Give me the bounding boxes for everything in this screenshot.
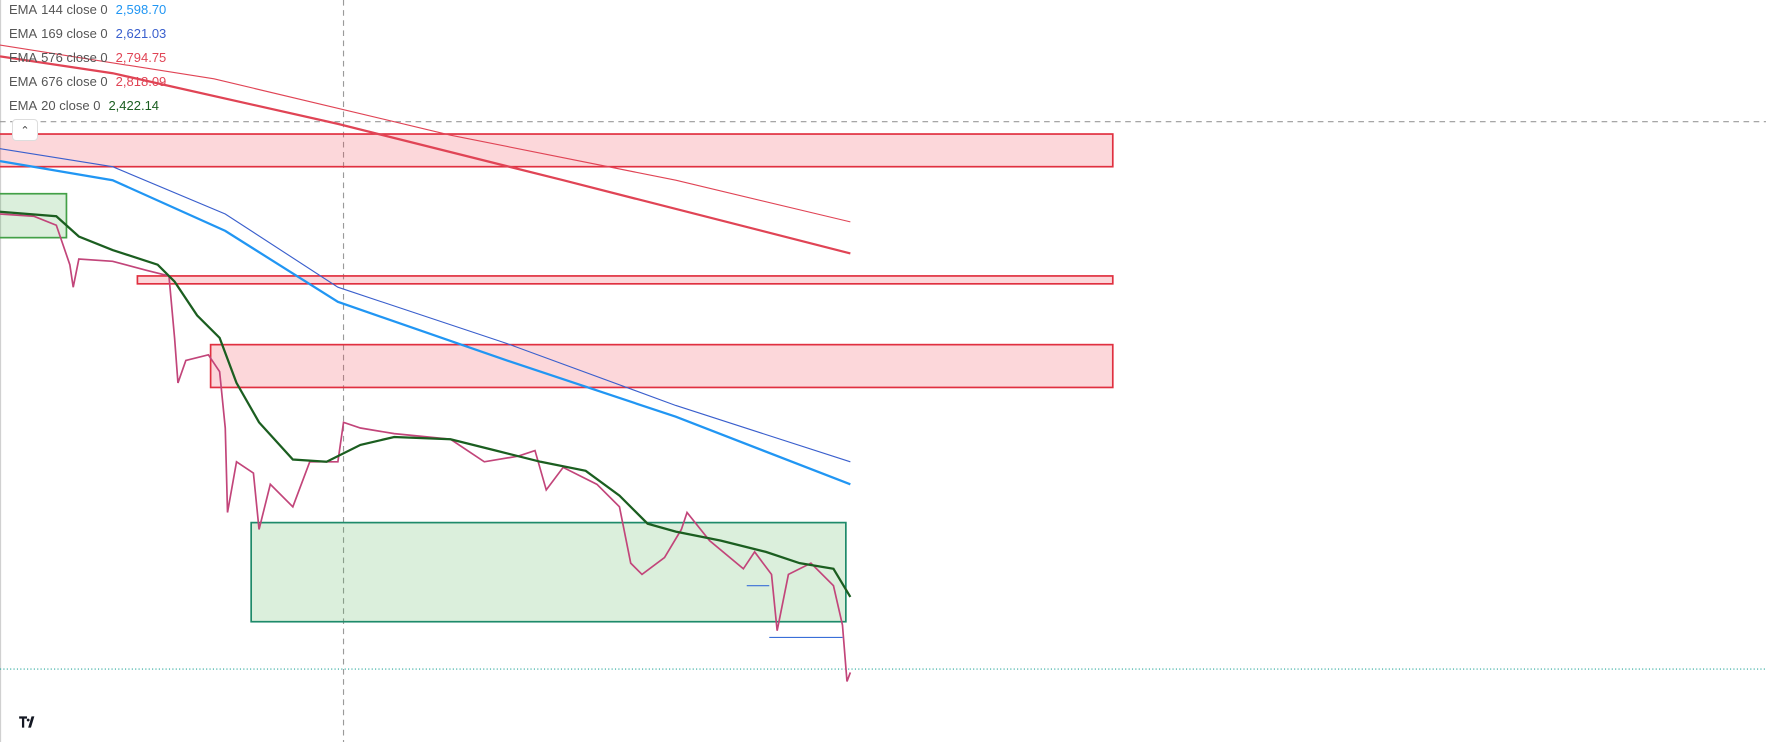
supply-zone (136, 275, 1114, 285)
ema-676-line (0, 44, 851, 223)
indicator-params: 20 close 0 (41, 98, 101, 113)
indicator-name: EMA (9, 26, 38, 41)
indicator-value: 2,598.70 (115, 2, 167, 17)
legend-row: EMA 20 close 0 2,422.14 (9, 96, 170, 120)
price-series (0, 213, 852, 682)
legend-row: EMA 169 close 0 2,621.03 (9, 24, 170, 48)
legend-row: EMA 576 close 0 2,794.75 (9, 48, 170, 72)
indicator-value: 2,621.03 (115, 26, 167, 41)
indicator-name: EMA (9, 98, 38, 113)
supply-zone (209, 343, 1114, 389)
tradingview-logo (19, 716, 35, 728)
indicator-params: 169 close 0 (41, 26, 108, 41)
indicator-name: EMA (9, 50, 38, 65)
indicator-value: 2,794.75 (115, 50, 167, 65)
demand-zone (250, 521, 847, 623)
legend-row: EMA 144 close 0 2,598.70 (9, 0, 170, 24)
ema-20-line (0, 210, 852, 598)
indicator-name: EMA (9, 2, 38, 17)
indicator-name: EMA (9, 74, 38, 89)
indicator-params: 144 close 0 (41, 2, 108, 17)
indicator-params: 576 close 0 (41, 50, 108, 65)
indicator-value: 2,818.09 (115, 74, 167, 89)
collapse-legend-button[interactable]: ⌃ (12, 119, 38, 141)
indicator-legend: EMA 144 close 0 2,598.70 EMA 169 close 0 2,62… (9, 0, 170, 120)
ema-144-line (0, 159, 851, 486)
ema-169-line (0, 148, 851, 463)
ema-576-line (0, 55, 851, 255)
legend-row: EMA 676 close 0 2,818.09 (9, 72, 170, 96)
supply-zone (0, 133, 1114, 168)
indicator-value: 2,422.14 (108, 98, 160, 113)
indicator-params: 676 close 0 (41, 74, 108, 89)
